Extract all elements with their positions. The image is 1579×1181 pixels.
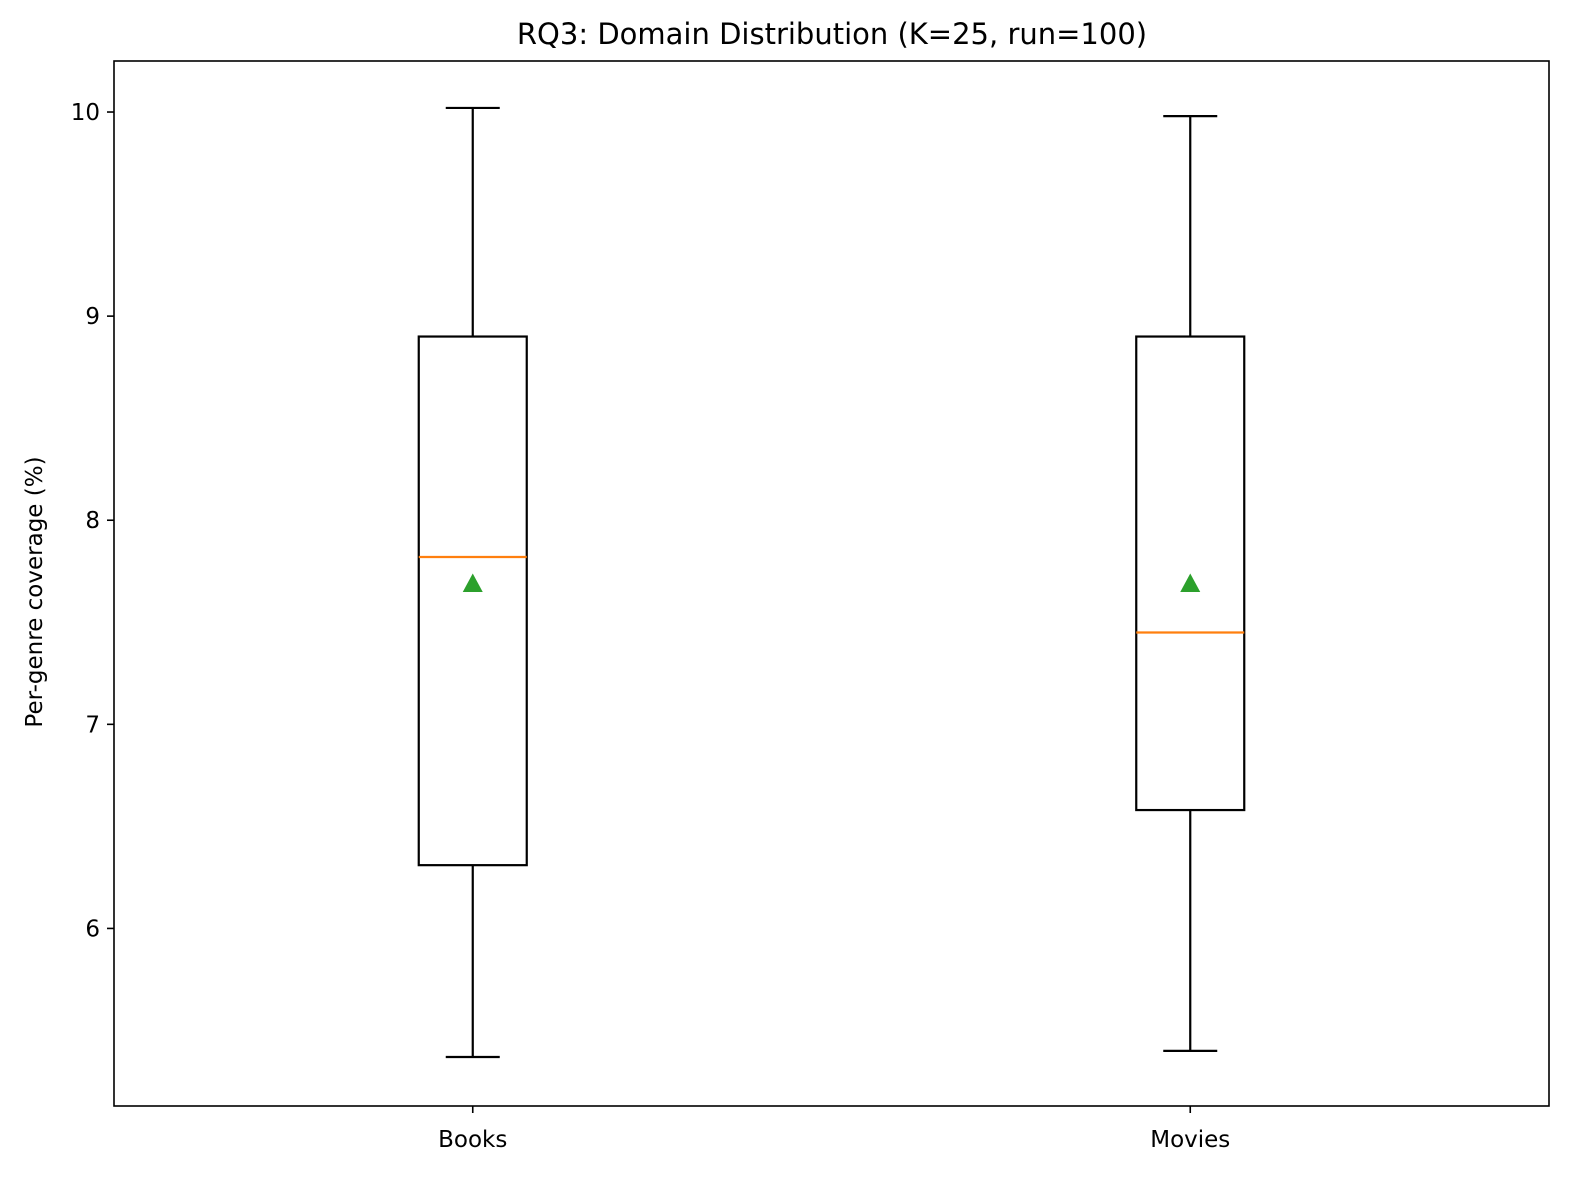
y-tick-label: 6: [85, 916, 100, 942]
iqr-box: [1135, 335, 1246, 812]
y-axis-label: Per-genre coverage (%): [22, 456, 48, 727]
y-tick-label: 10: [71, 100, 100, 126]
chart-title: RQ3: Domain Distribution (K=25, run=100): [517, 17, 1147, 51]
iqr-box: [417, 335, 528, 867]
y-tick-label: 7: [85, 712, 100, 738]
y-tick-label: 8: [85, 508, 100, 534]
y-tick-label: 9: [85, 304, 100, 330]
x-tick-label: Books: [438, 1127, 507, 1153]
x-tick-label: Movies: [1150, 1127, 1230, 1153]
plot-frame: [113, 60, 1550, 1107]
plot-area: 6 7 8 9 10 Books Movies: [71, 60, 1550, 1153]
mean-marker: [1180, 573, 1201, 592]
mean-marker: [462, 573, 483, 592]
